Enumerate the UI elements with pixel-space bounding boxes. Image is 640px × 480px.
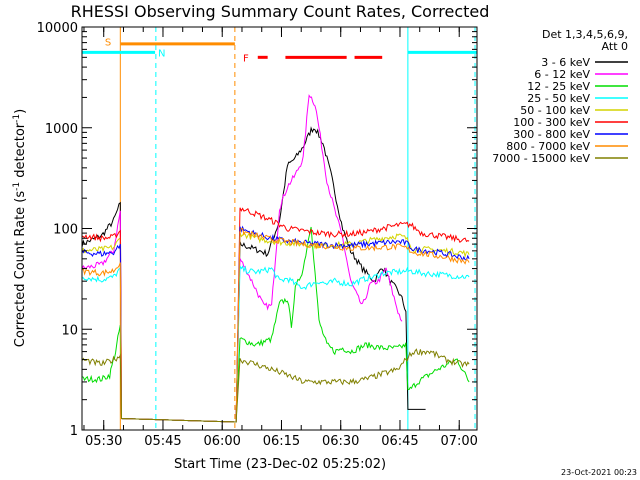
timestamp: 23-Oct-2021 00:23 bbox=[561, 468, 637, 477]
legend-label: 3 - 6 keV bbox=[541, 56, 590, 69]
legend-label: 50 - 100 keV bbox=[520, 104, 590, 117]
x-tick-label: 06:15 bbox=[263, 434, 300, 449]
y-axis-label-sup1: -1 bbox=[12, 182, 22, 191]
plot-area: S N F bbox=[81, 27, 477, 430]
legend-header-line1: Det 1,3,4,5,6,9, bbox=[542, 28, 628, 41]
chart-title: RHESSI Observing Summary Count Rates, Co… bbox=[71, 2, 490, 21]
y-tick-label: 1000 bbox=[45, 122, 78, 137]
y-tick-label: 1 bbox=[70, 424, 78, 439]
legend-label: 7000 - 15000 keV bbox=[492, 152, 590, 165]
x-tick-label: 06:30 bbox=[322, 434, 359, 449]
y-tick-label: 10000 bbox=[37, 21, 78, 36]
y-tick-label: 100 bbox=[53, 223, 78, 238]
x-tick-label: 07:00 bbox=[440, 434, 477, 449]
x-tick-label: 06:00 bbox=[203, 434, 240, 449]
x-tick-label: 05:45 bbox=[144, 434, 181, 449]
flag-label: F bbox=[243, 53, 249, 64]
x-axis-label: Start Time (23-Dec-02 05:25:02) bbox=[174, 457, 386, 472]
legend-header-line2: Att 0 bbox=[602, 40, 628, 53]
y-axis-label-part1: Corrected Count Rate (s bbox=[13, 191, 28, 348]
legend-label: 25 - 50 keV bbox=[527, 92, 590, 105]
x-tick-label: 05:30 bbox=[85, 434, 122, 449]
flag-label: S bbox=[105, 37, 111, 48]
legend-label: 12 - 25 keV bbox=[527, 80, 590, 93]
legend-label: 100 - 300 keV bbox=[513, 116, 590, 129]
legend-label: 800 - 7000 keV bbox=[506, 140, 590, 153]
legend-label: 300 - 800 keV bbox=[513, 128, 590, 141]
y-axis-label-sup2: -1 bbox=[12, 114, 22, 123]
series-line-9 bbox=[81, 348, 470, 423]
flag-label: N bbox=[158, 48, 165, 59]
y-axis: 1 10 100 1000 10000 bbox=[37, 21, 477, 439]
y-axis-label-part3: ) bbox=[13, 109, 28, 114]
legend-label: 6 - 12 keV bbox=[534, 68, 590, 81]
y-axis-label-part2: detector bbox=[13, 122, 28, 182]
x-tick-label: 06:45 bbox=[381, 434, 418, 449]
y-tick-label: 10 bbox=[61, 323, 78, 338]
y-axis-label: Corrected Count Rate (s-1 detector-1) bbox=[12, 109, 28, 347]
x-axis: 05:30 05:45 06:00 06:15 06:30 06:45 07:00 bbox=[83, 27, 478, 449]
